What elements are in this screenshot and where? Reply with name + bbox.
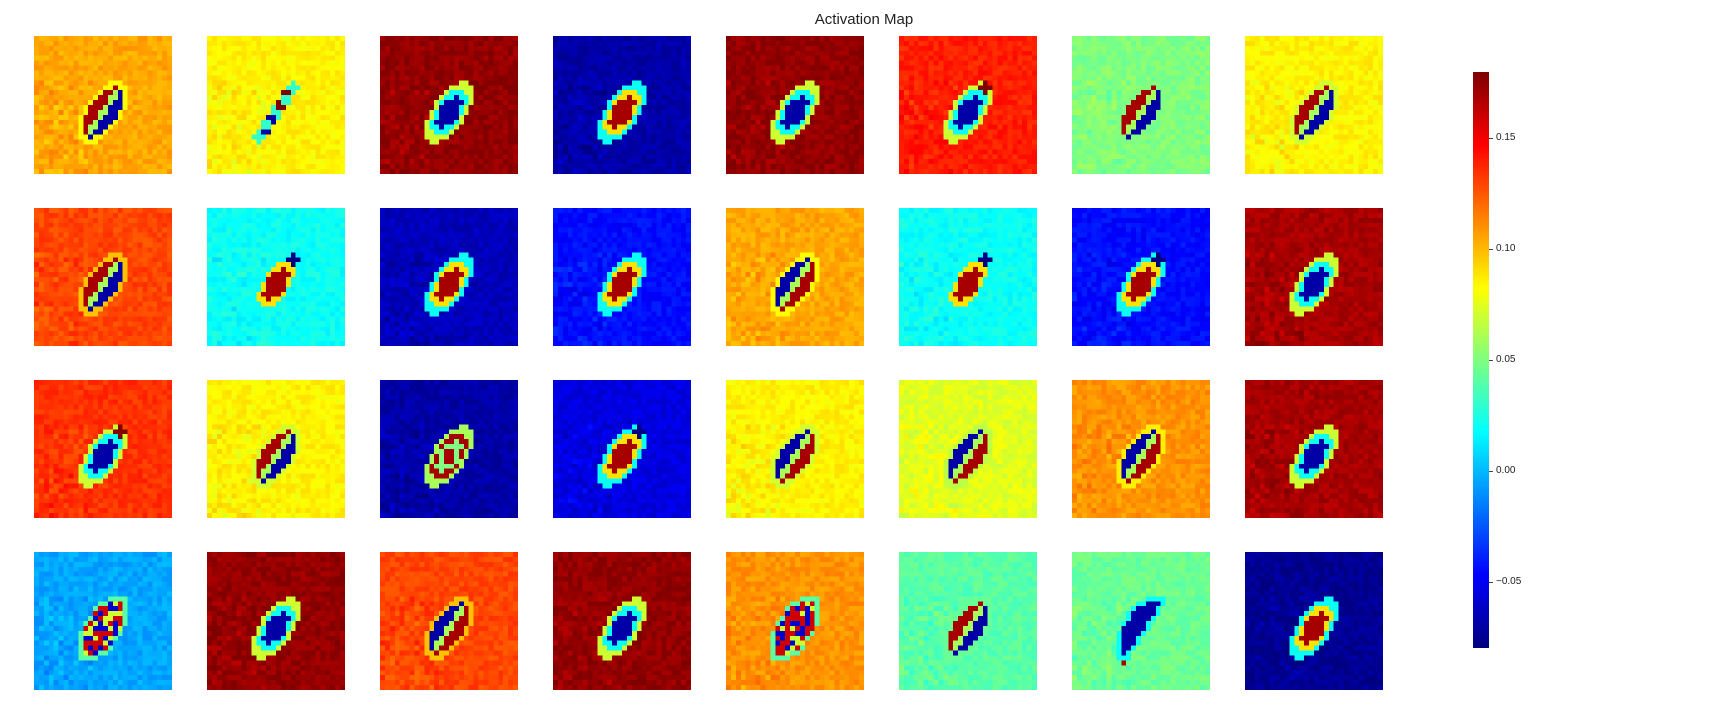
activation-tile-image [1245,552,1383,690]
activation-tile-image [207,380,345,518]
activation-tile [899,380,1037,518]
colorbar-tick [1489,471,1493,472]
activation-tile-image [207,36,345,174]
activation-tile-image [726,552,864,690]
colorbar-tick-label: −0.05 [1496,576,1522,587]
activation-tile [1245,380,1383,518]
activation-tile [207,208,345,346]
activation-tile [380,380,518,518]
activation-tile [726,380,864,518]
colorbar-tick-label: 0.05 [1496,354,1516,365]
activation-tile [380,208,518,346]
activation-tile-image [553,36,691,174]
activation-tile-image [726,208,864,346]
activation-tile [899,208,1037,346]
activation-tile-image [553,380,691,518]
activation-tile [1072,380,1210,518]
activation-tile-image [553,552,691,690]
activation-tile-image [207,552,345,690]
activation-tile [34,380,172,518]
activation-tile [1245,36,1383,174]
activation-tile [553,552,691,690]
activation-tile [207,36,345,174]
activation-tile-image [207,208,345,346]
activation-tile [34,552,172,690]
activation-tile [34,208,172,346]
activation-tile [380,552,518,690]
activation-tile-image [1245,36,1383,174]
colorbar-tick [1489,582,1493,583]
activation-tile-image [726,380,864,518]
activation-tile-image [34,552,172,690]
colorbar-tick-label: 0.15 [1496,132,1516,143]
activation-tile-image [34,36,172,174]
activation-tile-image [899,36,1037,174]
chart-title: Activation Map [814,11,914,28]
colorbar-tick [1489,360,1493,361]
activation-tile-image [899,552,1037,690]
activation-tile [553,208,691,346]
activation-tile-image [1245,208,1383,346]
colorbar-tick-label: 0.10 [1496,243,1516,254]
activation-tile [380,36,518,174]
activation-tile [207,552,345,690]
colorbar-tick-label: 0.00 [1496,465,1516,476]
activation-tile-image [34,380,172,518]
activation-tile-image [380,208,518,346]
activation-tile [899,36,1037,174]
activation-tile [726,208,864,346]
activation-tile [1072,552,1210,690]
activation-tile-image [553,208,691,346]
activation-tile-image [899,380,1037,518]
activation-tile-image [1072,36,1210,174]
activation-tile-image [1245,380,1383,518]
activation-tile [34,36,172,174]
activation-tile-image [34,208,172,346]
activation-tile [1072,36,1210,174]
activation-tile-image [1072,380,1210,518]
colorbar [1473,72,1489,648]
activation-tile-image [1072,208,1210,346]
activation-tile [899,552,1037,690]
activation-tile-image [1072,552,1210,690]
activation-tile [726,552,864,690]
activation-tile [1072,208,1210,346]
activation-tile [207,380,345,518]
activation-tile-image [380,552,518,690]
activation-tile [726,36,864,174]
activation-tile-image [899,208,1037,346]
activation-tile [1245,552,1383,690]
activation-tile-image [726,36,864,174]
activation-tile [553,380,691,518]
colorbar-tick [1489,249,1493,250]
activation-tile [553,36,691,174]
activation-tile [1245,208,1383,346]
activation-tile-image [380,36,518,174]
colorbar-tick [1489,138,1493,139]
activation-tile-image [380,380,518,518]
